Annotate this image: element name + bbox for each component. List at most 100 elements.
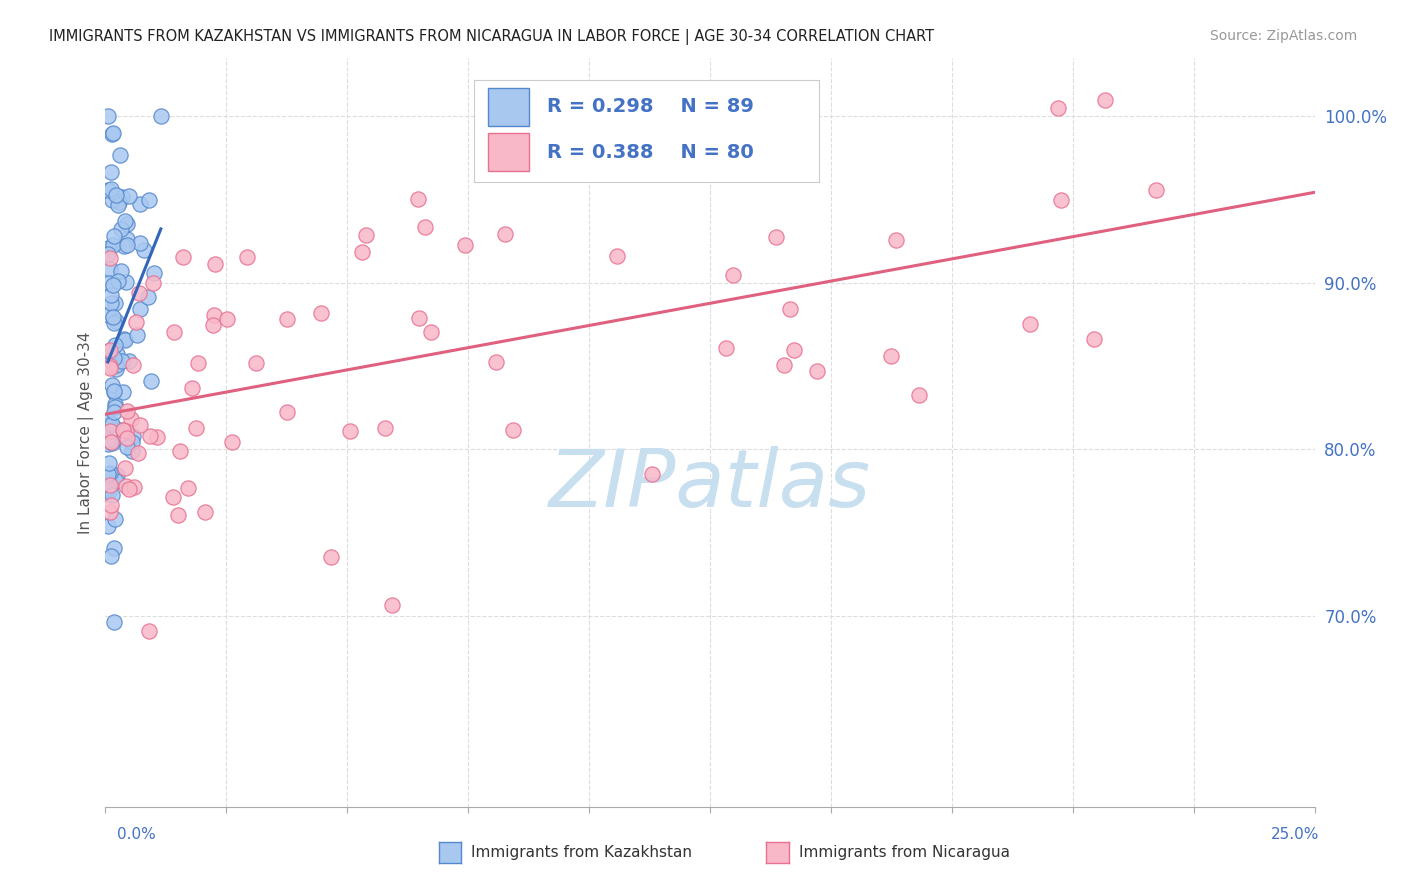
Point: [100, 435, 122, 450]
Point: [454, 237, 477, 252]
Point: [149, 109, 172, 123]
Text: Immigrants from Kazakhstan: Immigrants from Kazakhstan: [471, 846, 692, 860]
Point: [101, 417, 124, 432]
Point: [103, 351, 125, 365]
Point: [485, 355, 508, 369]
Point: [98, 478, 121, 492]
Point: [118, 483, 141, 497]
Point: [104, 397, 127, 411]
Point: [103, 541, 125, 555]
Point: [97, 183, 120, 197]
Point: [100, 288, 122, 302]
Point: [103, 278, 125, 293]
Point: [107, 275, 129, 289]
Point: [103, 615, 125, 629]
Point: [606, 249, 628, 263]
Point: [117, 237, 139, 252]
Point: [100, 182, 122, 196]
Point: [105, 475, 128, 489]
Point: [97, 241, 120, 255]
Point: [783, 343, 806, 358]
Point: [97, 308, 120, 322]
Point: [115, 431, 138, 445]
Point: [127, 446, 149, 460]
Point: [118, 354, 141, 368]
Point: [105, 347, 128, 361]
Point: [1019, 318, 1042, 332]
Point: [128, 236, 150, 251]
Point: [138, 193, 160, 207]
Point: [112, 239, 135, 253]
Point: [112, 423, 135, 437]
Point: [103, 229, 125, 244]
Text: 0.0%: 0.0%: [117, 827, 156, 841]
Point: [1047, 102, 1070, 116]
Point: [117, 232, 139, 246]
Point: [98, 251, 121, 265]
Point: [98, 466, 121, 480]
Point: [184, 421, 207, 435]
Point: [97, 413, 120, 427]
Point: [420, 325, 443, 339]
Point: [97, 353, 120, 368]
Point: [101, 126, 124, 140]
Point: [215, 311, 238, 326]
Point: [100, 498, 122, 512]
Point: [276, 405, 298, 419]
Point: [311, 306, 333, 320]
Point: [98, 505, 121, 519]
Point: [111, 190, 134, 204]
Text: ZIPatlas: ZIPatlas: [548, 446, 872, 524]
Point: [97, 519, 120, 533]
Point: [136, 290, 159, 304]
Point: [105, 358, 128, 372]
Point: [235, 251, 257, 265]
Point: [129, 197, 152, 211]
Point: [121, 434, 143, 449]
Point: [162, 490, 184, 504]
Text: Immigrants from Nicaragua: Immigrants from Nicaragua: [799, 846, 1010, 860]
Point: [100, 193, 122, 207]
Point: [97, 109, 120, 123]
Point: [105, 187, 128, 202]
Point: [97, 481, 120, 495]
Point: [100, 261, 122, 276]
Point: [115, 404, 138, 418]
Point: [98, 359, 121, 373]
Point: [122, 358, 145, 372]
Point: [97, 344, 120, 359]
Point: [1144, 183, 1167, 197]
Point: [114, 479, 136, 493]
Point: [779, 301, 801, 316]
Point: [162, 325, 184, 339]
Point: [104, 314, 127, 328]
Point: [321, 550, 343, 565]
Point: [187, 356, 209, 370]
Point: [221, 434, 243, 449]
Point: [97, 433, 120, 447]
Point: [166, 508, 188, 522]
Point: [1094, 93, 1116, 107]
Point: [502, 423, 524, 437]
Point: [97, 483, 120, 498]
Point: [202, 308, 225, 322]
Point: [98, 360, 121, 375]
Point: [112, 332, 135, 346]
Point: [98, 456, 121, 470]
Point: [128, 285, 150, 300]
Point: [104, 512, 127, 526]
Point: [115, 425, 138, 439]
Point: [339, 424, 361, 438]
Point: [98, 277, 121, 291]
Point: [146, 429, 169, 443]
Point: [111, 354, 134, 368]
Point: [1049, 193, 1071, 207]
Point: [107, 195, 129, 210]
Point: [169, 444, 191, 458]
Point: [201, 318, 224, 332]
Point: [97, 246, 120, 260]
Point: [103, 384, 125, 398]
Point: [806, 363, 828, 377]
Point: [494, 227, 516, 241]
Point: [97, 467, 120, 482]
